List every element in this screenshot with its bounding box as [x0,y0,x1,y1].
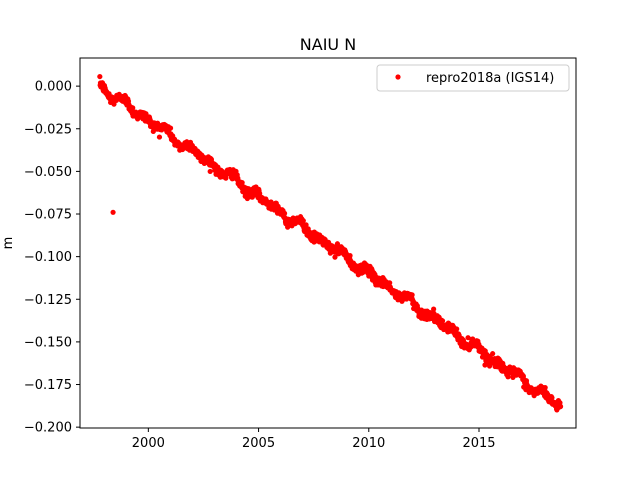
data-point [360,269,366,275]
data-point [387,280,393,286]
legend-label: repro2018a (IGS14) [426,71,554,86]
x-tick-label: 2005 [242,436,275,451]
x-tick-label: 2000 [132,436,165,451]
data-point [303,222,309,228]
data-point [167,125,174,131]
x-tick-label: 2010 [352,436,385,451]
y-tick-label: −0.075 [24,208,72,223]
y-tick-label: 0.000 [35,80,72,95]
data-point [347,253,353,259]
data-point [281,210,288,216]
y-tick-label: −0.150 [24,335,72,350]
data-point [549,395,555,401]
legend-marker [395,74,401,80]
y-tick-label: −0.100 [24,250,72,265]
axes-frame [79,57,577,429]
data-point [235,175,241,181]
data-points [97,73,564,413]
data-point [490,351,496,357]
outlier-point [110,209,116,215]
data-point [300,218,306,224]
y-tick-label: −0.125 [24,293,72,308]
data-point [454,326,460,332]
data-point [207,168,213,175]
x-tick-label: 2015 [462,436,495,451]
legend-box [376,64,570,92]
y-tick-label: −0.175 [24,378,72,393]
data-point [332,254,338,260]
data-point [409,292,415,298]
data-point [439,318,446,324]
data-point [130,105,136,111]
y-tick-label: −0.050 [24,165,72,180]
data-point [431,306,437,312]
x-axis-ticks: 2000 2005 2010 2015 [132,428,496,451]
legend: repro2018a (IGS14) [376,64,570,92]
chart-title: NAIU N [300,35,356,54]
data-point [97,73,103,80]
y-tick-label: −0.200 [24,421,72,436]
y-axis-ticks: 0.000 −0.025 −0.050 −0.075 −0.100 −0.125 −0.15… [24,80,80,436]
data-point [557,403,564,410]
y-tick-label: −0.025 [24,122,72,137]
data-point [239,179,245,186]
y-axis-label: m [1,237,16,250]
data-point [542,384,548,391]
data-point [156,134,163,140]
